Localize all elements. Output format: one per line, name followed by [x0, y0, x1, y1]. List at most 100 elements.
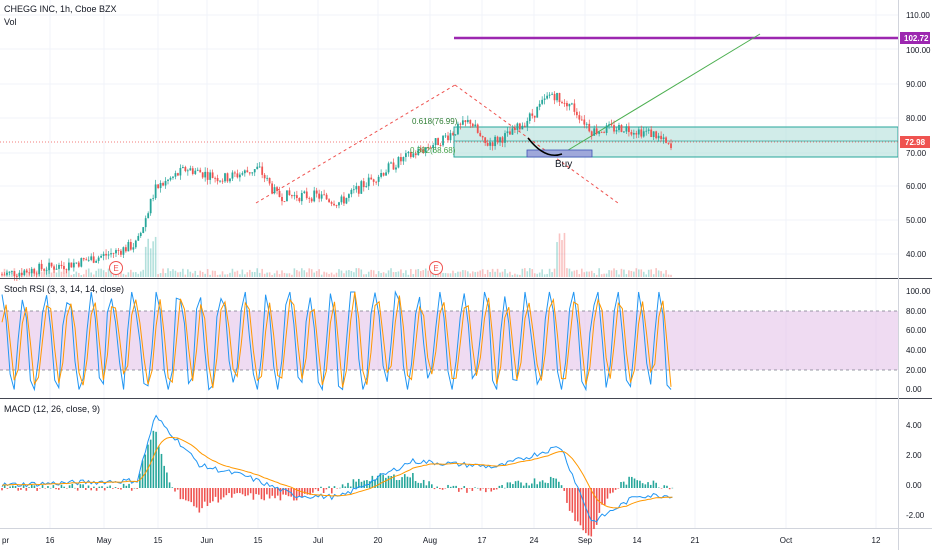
volume-bar — [449, 273, 452, 277]
buy-zone-box[interactable] — [526, 149, 593, 158]
macd-histogram-bar — [374, 479, 376, 488]
candle-body — [662, 137, 665, 140]
volume-bar — [382, 272, 385, 277]
time-tick: Aug — [423, 536, 437, 545]
macd-histogram-bar — [393, 474, 395, 488]
candle — [256, 163, 259, 170]
macd-histogram-bar — [195, 488, 198, 508]
candle-body — [117, 250, 120, 251]
macd-histogram-bar — [609, 488, 611, 494]
stoch-axis[interactable]: 100.00 80.00 60.00 40.00 20.00 0.00 — [906, 287, 931, 394]
candle — [142, 226, 145, 234]
volume-bar — [53, 269, 55, 277]
candle — [444, 132, 447, 139]
candle — [300, 190, 303, 205]
volume-bar — [613, 268, 615, 277]
volume-bar — [390, 268, 392, 277]
candle-body — [538, 103, 541, 107]
candle — [320, 191, 323, 202]
candle — [226, 172, 229, 183]
candle — [268, 177, 271, 186]
candle-body — [134, 240, 137, 248]
macd-histogram-bar — [582, 488, 584, 531]
candle — [310, 197, 313, 203]
candle — [315, 187, 318, 198]
candle-body — [174, 173, 177, 177]
earnings-marker-aug[interactable]: E — [429, 261, 443, 275]
macd-histogram-bar — [385, 477, 387, 488]
candle-body — [414, 153, 417, 156]
candle-body — [566, 103, 568, 107]
macd-histogram-bar — [647, 482, 649, 488]
macd-histogram-bar — [268, 488, 271, 499]
candle — [179, 164, 182, 180]
candle — [390, 161, 392, 165]
stoch-rsi-pane[interactable]: Stoch RSI (3, 3, 14, 14, close) — [0, 284, 898, 392]
volume-bar — [652, 274, 655, 277]
time-axis[interactable]: pr 16 May 15 Jun 15 Jul 20 Aug 17 24 Sep… — [2, 536, 881, 545]
macd-histogram-bar — [455, 485, 457, 488]
candle-body — [53, 266, 55, 270]
macd-histogram-bar — [495, 488, 498, 490]
candle-body — [578, 115, 581, 120]
candle-body — [660, 135, 663, 140]
candle — [162, 181, 164, 187]
volume-bar — [491, 268, 494, 277]
macd-histogram-bar — [125, 485, 128, 488]
candle-body — [77, 262, 80, 267]
candle-body — [177, 173, 179, 176]
volume-bar — [296, 270, 298, 277]
macd-histogram-bar — [487, 488, 490, 489]
volume-bar — [43, 274, 45, 277]
candle — [632, 129, 635, 139]
price-axis[interactable]: 110.00 100.00 90.00 80.00 70.00 60.00 50… — [900, 11, 931, 259]
candle-body — [461, 120, 464, 125]
candle — [345, 197, 348, 205]
macd-histogram-bar — [44, 488, 47, 489]
candle — [214, 176, 216, 183]
macd-histogram-bar — [101, 486, 103, 488]
macd-pane[interactable]: MACD (12, 26, close, 9) — [1, 404, 674, 537]
candle-body — [82, 258, 85, 260]
earnings-marker-may[interactable]: E — [109, 261, 123, 275]
macd-histogram-bar — [485, 488, 487, 493]
volume-bar — [70, 274, 73, 277]
volume-bar — [298, 271, 301, 277]
candle-body — [50, 262, 53, 267]
macd-histogram-bar — [539, 481, 541, 488]
volume-bar — [281, 270, 283, 277]
candle-body — [665, 137, 667, 143]
volume-bar — [521, 268, 524, 277]
candle-body — [8, 271, 11, 273]
macd-histogram-bar — [347, 482, 349, 488]
volume-bar — [286, 273, 288, 277]
candle-body — [221, 180, 224, 182]
volume-bar — [362, 274, 365, 277]
macd-histogram-bar — [103, 488, 106, 491]
macd-axis[interactable]: 4.00 2.00 0.00 -2.00 — [906, 421, 925, 520]
candle — [43, 268, 46, 275]
volume-bar — [598, 268, 600, 277]
candle — [330, 200, 333, 207]
volume-bar — [338, 269, 340, 277]
symbol-title: CHEGG INC, 1h, Cboe BZX — [4, 4, 117, 14]
volume-bar — [310, 269, 313, 277]
macd-histogram-bar — [233, 488, 236, 494]
volume-bar — [484, 274, 486, 277]
candle — [13, 270, 16, 281]
macd-histogram-bar — [660, 488, 663, 489]
candle — [295, 190, 298, 202]
time-tick: May — [96, 536, 111, 545]
macd-histogram-bar — [398, 479, 401, 488]
time-tick: 21 — [691, 536, 700, 545]
trendline-up-dashed[interactable] — [255, 84, 456, 204]
macd-histogram-bar — [203, 488, 206, 502]
macd-histogram-bar — [339, 487, 341, 489]
volume-bar — [154, 236, 157, 277]
macd-histogram-bar — [166, 472, 168, 488]
macd-histogram-bar — [17, 488, 20, 491]
candle — [526, 117, 529, 132]
candle-body — [23, 270, 26, 276]
macd-histogram-bar — [574, 488, 576, 521]
